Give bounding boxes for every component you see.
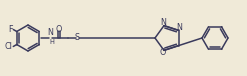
- Text: O: O: [160, 48, 166, 57]
- Text: N: N: [177, 23, 183, 32]
- Text: Cl: Cl: [4, 42, 12, 51]
- Text: F: F: [8, 25, 12, 34]
- Text: O: O: [56, 24, 62, 34]
- Text: N: N: [47, 28, 53, 37]
- Text: H: H: [49, 40, 54, 46]
- Text: N: N: [160, 18, 166, 27]
- Text: S: S: [74, 34, 80, 42]
